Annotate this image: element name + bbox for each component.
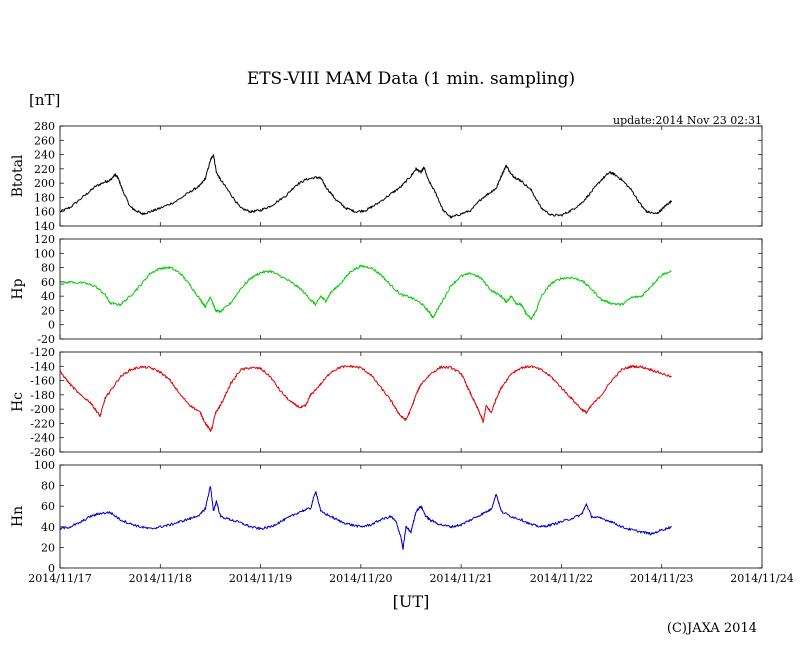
- y-tick-label: 80: [41, 262, 55, 275]
- y-tick-label: 140: [34, 220, 55, 233]
- y-tick-label: -200: [30, 403, 55, 416]
- y-tick-label: -240: [30, 432, 55, 445]
- y-tick-label: -140: [30, 360, 55, 373]
- y-tick-label: 100: [34, 459, 55, 472]
- y-tick-label: -180: [30, 389, 55, 402]
- panel-hn: 0 20 40 60 80 100 Hn: [10, 459, 763, 575]
- panel-frame: [59, 464, 763, 569]
- panel-frame: [59, 238, 763, 340]
- y-tick-label: 20: [41, 304, 55, 317]
- unit-label: [nT]: [29, 91, 60, 109]
- series-line-hn: [59, 486, 672, 550]
- plot-panels: 140160180200220240260280Btotal-200204060…: [10, 120, 794, 585]
- y-tick-label: -20: [37, 333, 55, 346]
- x-tick-label: 2014/11/18: [129, 572, 192, 585]
- panel-label: Hn: [10, 506, 26, 527]
- x-axis-label: [UT]: [393, 592, 430, 611]
- y-tick-label: 220: [34, 163, 55, 176]
- y-tick-label: -120: [30, 346, 55, 359]
- panel-hc: -260-240 -220-200-180-160 -140-120 Hc: [10, 346, 763, 459]
- panel-frame: [59, 351, 763, 453]
- y-tick-label: 280: [34, 120, 55, 133]
- x-tick-label: 2014/11/22: [530, 572, 593, 585]
- x-tick-label: 2014/11/20: [329, 572, 392, 585]
- panel-label: Hp: [10, 278, 26, 299]
- y-tick-label: 240: [34, 149, 55, 162]
- series-line-hp: [59, 264, 672, 320]
- x-tick-label: 2014/11/19: [229, 572, 292, 585]
- y-tick-label: 0: [48, 319, 55, 332]
- y-tick-label: 20: [41, 541, 55, 554]
- chart-title: ETS-VIII MAM Data (1 min. sampling): [247, 69, 575, 89]
- y-tick-label: -160: [30, 375, 55, 388]
- panel-label: Hc: [10, 392, 26, 412]
- y-tick-label: 60: [41, 500, 55, 513]
- panel-label: Btotal: [10, 154, 26, 197]
- series-line-hc: [59, 364, 672, 432]
- y-tick-label: 40: [41, 521, 55, 534]
- series-line-btotal: [59, 154, 673, 219]
- y-tick-label: 180: [34, 191, 55, 204]
- y-tick-label: -260: [30, 446, 55, 459]
- y-tick-label: -220: [30, 417, 55, 430]
- y-tick-label: 40: [41, 290, 55, 303]
- y-tick-label: 120: [34, 233, 55, 246]
- x-tick-label: 2014/11/24: [730, 572, 793, 585]
- copyright-notice: (C)JAXA 2014: [667, 621, 757, 636]
- y-tick-label: 60: [41, 276, 55, 289]
- x-tick-label: 2014/11/23: [630, 572, 693, 585]
- y-tick-label: 160: [34, 206, 55, 219]
- x-tick-label: 2014/11/17: [28, 572, 91, 585]
- y-tick-label: 0: [48, 562, 55, 575]
- x-tick-label: 2014/11/21: [429, 572, 492, 585]
- y-tick-label: 260: [34, 134, 55, 147]
- update-timestamp: update:2014 Nov 23 02:31: [613, 114, 762, 127]
- y-tick-label: 80: [41, 480, 55, 493]
- panel-frame: [59, 125, 763, 227]
- y-tick-label: 200: [34, 177, 55, 190]
- y-tick-label: 100: [34, 247, 55, 260]
